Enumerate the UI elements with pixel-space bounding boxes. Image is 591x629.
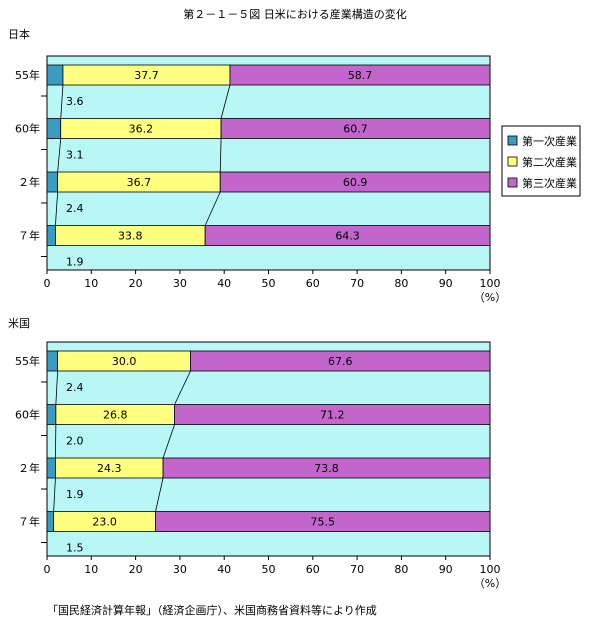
data-label: 64.3	[335, 230, 360, 243]
x-tick-label: 100	[480, 277, 501, 290]
connector-line	[57, 138, 62, 173]
data-label: 1.9	[66, 256, 84, 269]
bar-segment	[219, 171, 491, 193]
data-label: 23.0	[92, 516, 117, 529]
connector-line	[162, 424, 175, 459]
x-tick-label: 80	[394, 277, 408, 290]
connector-line	[174, 370, 191, 405]
bar-segment	[46, 404, 57, 425]
unit-label: （%）	[474, 291, 506, 304]
connector-line	[204, 191, 221, 226]
figure-title: 第２－１－５図 日米における産業構造の変化	[183, 7, 407, 21]
legend-swatch	[507, 156, 518, 167]
bar-segment	[229, 64, 491, 86]
data-label: 60.9	[343, 176, 368, 189]
data-label: 26.8	[103, 409, 128, 422]
x-tick-label: 20	[129, 277, 143, 290]
connector-line	[220, 84, 231, 119]
data-label: 33.8	[118, 230, 143, 243]
x-tick-label: 40	[217, 277, 231, 290]
bar-segment	[46, 457, 56, 479]
connector-line	[55, 370, 59, 405]
x-tick-label: 70	[350, 563, 364, 576]
bar-segment	[46, 350, 59, 372]
x-tick-label: 30	[173, 563, 187, 576]
legend-swatch	[507, 177, 518, 188]
legend-label: 第一次産業	[522, 134, 577, 148]
x-tick-label: 60	[306, 277, 320, 290]
data-label: 75.5	[311, 516, 336, 529]
bar-segment	[155, 511, 491, 532]
x-tick-label: 0	[44, 277, 51, 290]
source-note: 「国民経済計算年報」（経済企画庁）、米国商務省資料等により作成	[47, 603, 377, 617]
x-tick-label: 40	[217, 563, 231, 576]
data-label: 30.0	[112, 355, 137, 368]
x-tick-label: 100	[480, 563, 501, 576]
bar-segment	[162, 457, 491, 479]
category-label: ７年	[18, 515, 40, 529]
data-label: 3.1	[66, 149, 84, 162]
legend-swatch	[507, 135, 518, 146]
category-label: 55年	[15, 354, 40, 368]
data-label: 71.2	[320, 409, 345, 422]
us-chart: 米国 2.4 30.0 67.6 55年 2.0 26.8 71.2 60年 1.9 24.3 73.…	[8, 317, 506, 590]
x-tick-label: 80	[394, 563, 408, 576]
data-label: 60.7	[343, 123, 368, 136]
category-label: ２年	[18, 175, 40, 189]
connector-line	[155, 477, 164, 512]
data-label: 2.4	[66, 202, 84, 215]
x-tick-label: 20	[129, 563, 143, 576]
data-label: 37.7	[134, 69, 159, 82]
chart-title: 米国	[8, 317, 30, 330]
bar-segment	[46, 225, 56, 246]
bar-segment	[174, 404, 491, 425]
unit-label: （%）	[474, 577, 506, 590]
chart-title: 日本	[8, 27, 30, 41]
x-tick-label: 90	[439, 563, 453, 576]
legend-label: 第二次産業	[522, 155, 577, 169]
x-tick-label: 90	[439, 277, 453, 290]
data-label: 24.3	[97, 462, 122, 475]
x-tick-label: 0	[44, 563, 51, 576]
legend-label: 第三次産業	[522, 176, 577, 190]
x-tick-label: 30	[173, 277, 187, 290]
category-label: ７年	[18, 229, 40, 243]
data-label: 1.5	[66, 542, 84, 555]
connector-line	[219, 138, 222, 173]
bar-segment	[46, 511, 55, 532]
x-tick-label: 10	[84, 277, 98, 290]
category-label: 55年	[15, 68, 40, 82]
data-label: 2.0	[66, 435, 84, 448]
x-tick-label: 60	[306, 563, 320, 576]
connector-line	[60, 84, 64, 119]
bar-segment	[46, 64, 64, 86]
data-label: 36.2	[129, 123, 154, 136]
bar-segment	[190, 350, 491, 372]
bar-segment	[204, 225, 491, 246]
x-tick-label: 50	[262, 563, 276, 576]
bar-segment	[220, 118, 491, 139]
category-label: 60年	[15, 122, 40, 136]
connector-line	[53, 477, 56, 512]
category-label: ２年	[18, 461, 40, 475]
data-label: 73.8	[314, 462, 339, 475]
bar-segment	[46, 118, 62, 139]
japan-chart: 日本 3.6 37.7 58.7 55年 3.1 36.2 60.7 60年 2.4 36.7 60.…	[8, 27, 506, 304]
data-label: 58.7	[348, 69, 373, 82]
category-label: 60年	[15, 408, 40, 422]
x-tick-label: 70	[350, 277, 364, 290]
connector-line	[55, 191, 59, 226]
data-label: 1.9	[66, 488, 84, 501]
x-tick-label: 50	[262, 277, 276, 290]
data-label: 3.6	[66, 95, 84, 108]
bar-segment	[46, 171, 59, 193]
data-label: 67.6	[328, 355, 353, 368]
data-label: 2.4	[66, 381, 84, 394]
data-label: 36.7	[127, 176, 152, 189]
x-tick-label: 10	[84, 563, 98, 576]
